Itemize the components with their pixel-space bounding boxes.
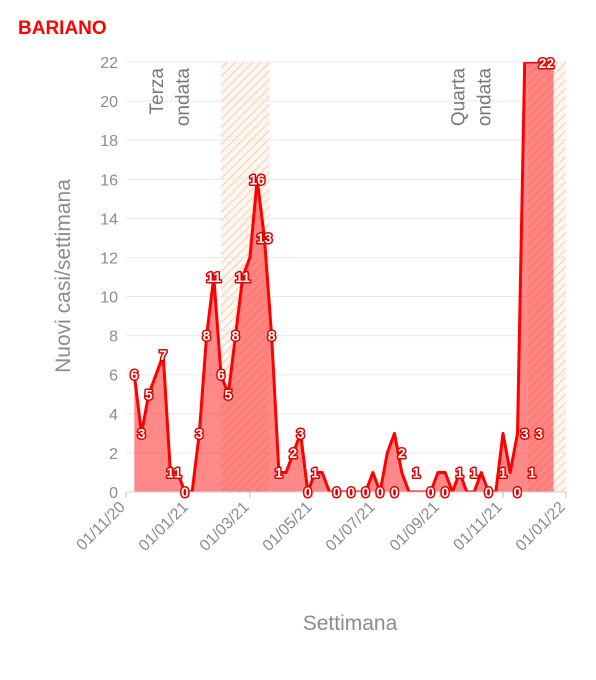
data-label-28: 1 bbox=[412, 464, 420, 480]
data-label-29: 0 bbox=[427, 484, 435, 500]
y-tick-label-12: 12 bbox=[100, 250, 118, 267]
data-label-27: 2 bbox=[398, 445, 406, 461]
data-label-24: 0 bbox=[362, 484, 370, 500]
data-label-5: 1 bbox=[174, 464, 182, 480]
data-label-8: 8 bbox=[203, 328, 211, 344]
data-label-35: 0 bbox=[514, 484, 522, 500]
data-label-20: 0 bbox=[304, 484, 312, 500]
data-label-37: 1 bbox=[528, 464, 536, 480]
data-label-7: 3 bbox=[195, 425, 203, 441]
annotation-0-line-0: Terza bbox=[147, 68, 168, 115]
data-label-10: 6 bbox=[217, 367, 225, 383]
data-label-13: 11 bbox=[235, 269, 250, 285]
data-label-0: 6 bbox=[130, 367, 138, 383]
y-axis-ticks: 0 2 4 6 8 10 12 14 16 18 20 22 bbox=[100, 55, 118, 502]
data-label-9: 11 bbox=[206, 269, 221, 285]
data-label-11: 5 bbox=[224, 386, 232, 402]
data-label-25: 0 bbox=[376, 484, 384, 500]
data-label-26: 0 bbox=[391, 484, 399, 500]
data-label-36: 3 bbox=[521, 425, 529, 441]
y-tick-label-2: 2 bbox=[109, 446, 118, 463]
x-axis-ticks: 01/11/20 01/01/21 01/03/21 01/05/21 01/07/21… bbox=[74, 491, 569, 555]
x-tick-label-0: 01/11/20 bbox=[74, 499, 129, 554]
series-area bbox=[134, 62, 554, 492]
y-tick-label-14: 14 bbox=[100, 211, 118, 228]
x-axis-label: Settimana bbox=[303, 612, 398, 635]
x-tick-label-1: 01/01/21 bbox=[136, 499, 192, 555]
data-label-34: 1 bbox=[499, 464, 507, 480]
data-label-39: 22 bbox=[539, 55, 555, 71]
data-label-17: 1 bbox=[275, 464, 283, 480]
data-label-6: 0 bbox=[181, 484, 189, 500]
data-label-12: 8 bbox=[232, 328, 240, 344]
annotation-0-line-1: ondata bbox=[173, 68, 194, 127]
y-axis-label: Nuovi casi/settimana bbox=[52, 179, 75, 373]
data-label-16: 8 bbox=[268, 328, 276, 344]
data-label-31: 1 bbox=[456, 464, 464, 480]
data-label-1: 3 bbox=[138, 425, 146, 441]
data-label-32: 1 bbox=[470, 464, 478, 480]
data-label-30: 0 bbox=[441, 484, 449, 500]
x-tick-label-7: 01/01/22 bbox=[513, 499, 569, 555]
y-tick-label-22: 22 bbox=[100, 55, 118, 72]
data-label-21: 1 bbox=[311, 464, 319, 480]
y-tick-label-0: 0 bbox=[109, 485, 118, 502]
data-label-38: 3 bbox=[535, 425, 543, 441]
annotations: Terza ondata Quarta ondata bbox=[147, 68, 496, 127]
grid-lines bbox=[126, 61, 566, 493]
x-tick-label-3: 01/05/21 bbox=[260, 499, 316, 555]
data-label-3: 7 bbox=[159, 347, 167, 363]
data-label-22: 0 bbox=[333, 484, 341, 500]
y-tick-label-16: 16 bbox=[100, 172, 118, 189]
x-tick-label-4: 01/07/21 bbox=[323, 499, 379, 555]
annotation-1-line-0: Quarta bbox=[449, 68, 470, 127]
x-tick-label-5: 01/09/21 bbox=[387, 499, 443, 555]
chart-title: BARIANO bbox=[18, 18, 107, 39]
x-tick-label-2: 01/03/21 bbox=[197, 499, 253, 555]
data-label-14: 16 bbox=[249, 171, 265, 187]
data-label-15: 13 bbox=[257, 230, 273, 246]
y-tick-label-18: 18 bbox=[100, 133, 118, 150]
data-label-18: 2 bbox=[289, 445, 297, 461]
data-label-23: 0 bbox=[347, 484, 355, 500]
y-tick-label-6: 6 bbox=[109, 368, 118, 385]
y-tick-label-10: 10 bbox=[100, 290, 118, 307]
x-tick-label-6: 01/11/21 bbox=[451, 499, 506, 554]
data-label-2: 5 bbox=[145, 386, 153, 402]
data-label-19: 3 bbox=[297, 425, 305, 441]
area-layer bbox=[132, 62, 554, 492]
data-label-4: 1 bbox=[167, 464, 175, 480]
data-label-33: 0 bbox=[485, 484, 493, 500]
y-tick-label-8: 8 bbox=[109, 329, 118, 346]
series-line bbox=[132, 62, 554, 492]
annotation-1-line-1: ondata bbox=[475, 68, 496, 127]
y-tick-label-20: 20 bbox=[100, 94, 118, 111]
y-tick-label-4: 4 bbox=[109, 407, 118, 424]
